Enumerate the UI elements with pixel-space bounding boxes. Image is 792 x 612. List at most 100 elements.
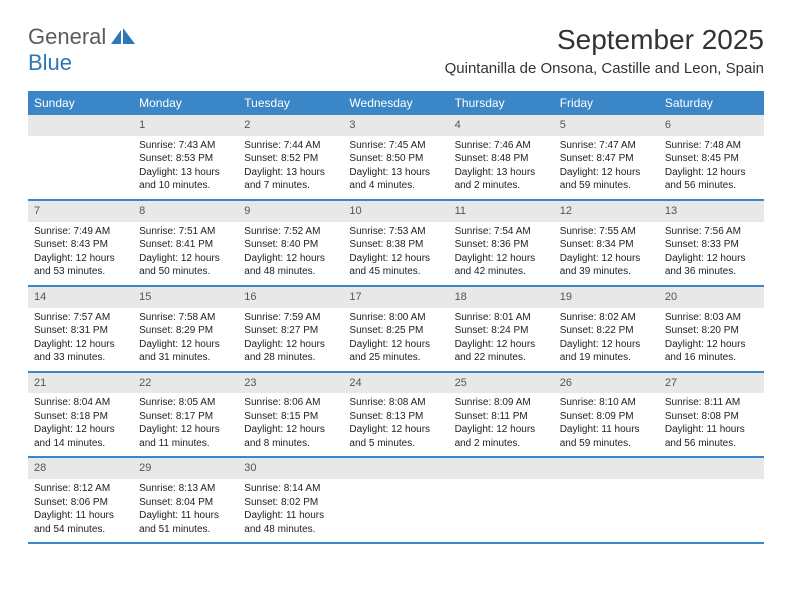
day-cell: 16Sunrise: 7:59 AMSunset: 8:27 PMDayligh… <box>238 287 343 371</box>
day-number: 27 <box>659 373 764 394</box>
day-cell <box>343 458 448 542</box>
day-number: 11 <box>449 201 554 222</box>
day-cell: 22Sunrise: 8:05 AMSunset: 8:17 PMDayligh… <box>133 373 238 457</box>
day-number: 14 <box>28 287 133 308</box>
day-cell: 1Sunrise: 7:43 AMSunset: 8:53 PMDaylight… <box>133 115 238 199</box>
sunrise-text: Sunrise: 8:12 AM <box>34 482 127 496</box>
day-number: 24 <box>343 373 448 394</box>
day-number: 29 <box>133 458 238 479</box>
sunset-text: Sunset: 8:25 PM <box>349 324 442 338</box>
sunset-text: Sunset: 8:09 PM <box>560 410 653 424</box>
sunset-text: Sunset: 8:13 PM <box>349 410 442 424</box>
day-cell: 9Sunrise: 7:52 AMSunset: 8:40 PMDaylight… <box>238 201 343 285</box>
daylight-text: Daylight: 12 hours and 2 minutes. <box>455 423 548 450</box>
sunrise-text: Sunrise: 7:53 AM <box>349 225 442 239</box>
day-cell: 23Sunrise: 8:06 AMSunset: 8:15 PMDayligh… <box>238 373 343 457</box>
day-number: 1 <box>133 115 238 136</box>
sunset-text: Sunset: 8:08 PM <box>665 410 758 424</box>
day-number: 5 <box>554 115 659 136</box>
day-cell: 27Sunrise: 8:11 AMSunset: 8:08 PMDayligh… <box>659 373 764 457</box>
sunset-text: Sunset: 8:06 PM <box>34 496 127 510</box>
daylight-text: Daylight: 12 hours and 5 minutes. <box>349 423 442 450</box>
sunrise-text: Sunrise: 8:10 AM <box>560 396 653 410</box>
logo-sail-icon <box>111 28 135 44</box>
day-cell: 13Sunrise: 7:56 AMSunset: 8:33 PMDayligh… <box>659 201 764 285</box>
sunset-text: Sunset: 8:04 PM <box>139 496 232 510</box>
sunrise-text: Sunrise: 8:02 AM <box>560 311 653 325</box>
day-cell: 14Sunrise: 7:57 AMSunset: 8:31 PMDayligh… <box>28 287 133 371</box>
daylight-text: Daylight: 13 hours and 4 minutes. <box>349 166 442 193</box>
day-cell: 4Sunrise: 7:46 AMSunset: 8:48 PMDaylight… <box>449 115 554 199</box>
sunset-text: Sunset: 8:33 PM <box>665 238 758 252</box>
sunrise-text: Sunrise: 8:14 AM <box>244 482 337 496</box>
day-number: 13 <box>659 201 764 222</box>
daylight-text: Daylight: 12 hours and 22 minutes. <box>455 338 548 365</box>
sunset-text: Sunset: 8:36 PM <box>455 238 548 252</box>
daylight-text: Daylight: 13 hours and 10 minutes. <box>139 166 232 193</box>
day-cell: 19Sunrise: 8:02 AMSunset: 8:22 PMDayligh… <box>554 287 659 371</box>
day-cell: 26Sunrise: 8:10 AMSunset: 8:09 PMDayligh… <box>554 373 659 457</box>
day-number: 3 <box>343 115 448 136</box>
day-cell <box>449 458 554 542</box>
sunset-text: Sunset: 8:48 PM <box>455 152 548 166</box>
day-number: 21 <box>28 373 133 394</box>
day-number: 6 <box>659 115 764 136</box>
sunset-text: Sunset: 8:50 PM <box>349 152 442 166</box>
day-number: 2 <box>238 115 343 136</box>
sunrise-text: Sunrise: 8:13 AM <box>139 482 232 496</box>
weekday-monday: Monday <box>133 91 238 115</box>
day-cell: 17Sunrise: 8:00 AMSunset: 8:25 PMDayligh… <box>343 287 448 371</box>
day-cell: 7Sunrise: 7:49 AMSunset: 8:43 PMDaylight… <box>28 201 133 285</box>
day-number: 30 <box>238 458 343 479</box>
daylight-text: Daylight: 12 hours and 42 minutes. <box>455 252 548 279</box>
sunset-text: Sunset: 8:11 PM <box>455 410 548 424</box>
day-number: 15 <box>133 287 238 308</box>
day-cell: 30Sunrise: 8:14 AMSunset: 8:02 PMDayligh… <box>238 458 343 542</box>
logo-word2: Blue <box>28 50 72 75</box>
daylight-text: Daylight: 12 hours and 28 minutes. <box>244 338 337 365</box>
day-number: 8 <box>133 201 238 222</box>
daylight-text: Daylight: 13 hours and 7 minutes. <box>244 166 337 193</box>
sunrise-text: Sunrise: 7:48 AM <box>665 139 758 153</box>
daylight-text: Daylight: 12 hours and 48 minutes. <box>244 252 337 279</box>
weekday-tuesday: Tuesday <box>238 91 343 115</box>
sunrise-text: Sunrise: 8:06 AM <box>244 396 337 410</box>
sunrise-text: Sunrise: 7:45 AM <box>349 139 442 153</box>
day-number: 26 <box>554 373 659 394</box>
weekday-header-row: SundayMondayTuesdayWednesdayThursdayFrid… <box>28 91 764 115</box>
day-cell: 3 Sunrise: 7:45 AMSunset: 8:50 PMDaylight… <box>343 115 448 199</box>
sunrise-text: Sunrise: 7:57 AM <box>34 311 127 325</box>
calendar: SundayMondayTuesdayWednesdayThursdayFrid… <box>28 91 764 544</box>
logo-text: General Blue <box>28 24 135 76</box>
day-cell: 6Sunrise: 7:48 AMSunset: 8:45 PMDaylight… <box>659 115 764 199</box>
sunset-text: Sunset: 8:27 PM <box>244 324 337 338</box>
day-number: 7 <box>28 201 133 222</box>
daylight-text: Daylight: 12 hours and 59 minutes. <box>560 166 653 193</box>
sunrise-text: Sunrise: 7:47 AM <box>560 139 653 153</box>
day-cell: 28Sunrise: 8:12 AMSunset: 8:06 PMDayligh… <box>28 458 133 542</box>
sunset-text: Sunset: 8:34 PM <box>560 238 653 252</box>
sunrise-text: Sunrise: 7:59 AM <box>244 311 337 325</box>
week-row: 7Sunrise: 7:49 AMSunset: 8:43 PMDaylight… <box>28 201 764 287</box>
daylight-text: Daylight: 12 hours and 8 minutes. <box>244 423 337 450</box>
day-number <box>343 458 448 479</box>
day-number <box>28 115 133 136</box>
location: Quintanilla de Onsona, Castille and Leon… <box>445 60 764 77</box>
day-number <box>449 458 554 479</box>
sunset-text: Sunset: 8:29 PM <box>139 324 232 338</box>
day-cell: 12Sunrise: 7:55 AMSunset: 8:34 PMDayligh… <box>554 201 659 285</box>
day-number: 23 <box>238 373 343 394</box>
daylight-text: Daylight: 11 hours and 51 minutes. <box>139 509 232 536</box>
day-cell: 8Sunrise: 7:51 AMSunset: 8:41 PMDaylight… <box>133 201 238 285</box>
sunrise-text: Sunrise: 8:00 AM <box>349 311 442 325</box>
daylight-text: Daylight: 11 hours and 48 minutes. <box>244 509 337 536</box>
sunrise-text: Sunrise: 8:11 AM <box>665 396 758 410</box>
sunrise-text: Sunrise: 7:52 AM <box>244 225 337 239</box>
sunset-text: Sunset: 8:53 PM <box>139 152 232 166</box>
sunset-text: Sunset: 8:45 PM <box>665 152 758 166</box>
daylight-text: Daylight: 12 hours and 25 minutes. <box>349 338 442 365</box>
weeks-container: 1Sunrise: 7:43 AMSunset: 8:53 PMDaylight… <box>28 115 764 544</box>
day-number: 20 <box>659 287 764 308</box>
header: General Blue September 2025 Quintanilla … <box>28 24 764 77</box>
day-number: 9 <box>238 201 343 222</box>
